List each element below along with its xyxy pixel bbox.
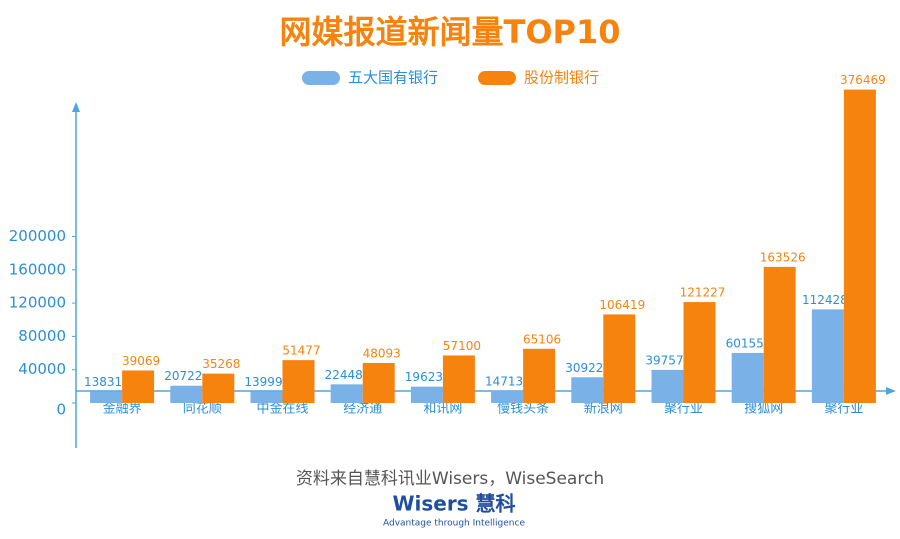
bar <box>763 266 796 403</box>
x-tick-label: 经济通 <box>343 402 382 417</box>
value-label: 57100 <box>443 339 481 353</box>
bar <box>603 314 636 403</box>
value-label: 65106 <box>523 332 561 346</box>
y-tick-label: 120000 <box>9 294 66 312</box>
value-label: 39757 <box>645 353 683 367</box>
value-label: 60155 <box>726 336 764 350</box>
bar <box>410 386 443 403</box>
bar <box>571 377 604 403</box>
bar <box>811 309 844 403</box>
bar <box>362 362 395 403</box>
chart-title: 网媒报道新闻量TOP10 <box>279 13 620 51</box>
y-tick-label: 160000 <box>9 260 66 278</box>
bar <box>442 355 475 403</box>
bar <box>90 391 123 403</box>
bar <box>250 391 283 403</box>
legend-swatch <box>302 71 340 85</box>
y-tick-label: 80000 <box>18 327 66 345</box>
value-label: 20722 <box>164 369 202 383</box>
bar <box>491 390 524 403</box>
bar <box>122 370 155 403</box>
bar <box>843 89 876 404</box>
x-tick-label: 慢钱头条 <box>497 401 549 417</box>
y-tick-label: 0 <box>56 401 66 419</box>
value-label: 51477 <box>282 344 320 358</box>
bar <box>523 348 556 403</box>
slogan: Advantage through Intelligence <box>383 519 525 529</box>
x-tick-label: 搜狐网 <box>744 402 783 417</box>
y-axis-arrow <box>72 102 80 112</box>
bar <box>651 369 684 403</box>
value-label: 30922 <box>565 361 603 375</box>
value-label: 35268 <box>202 357 240 371</box>
bar <box>282 360 315 403</box>
value-label: 48093 <box>363 346 401 360</box>
legend-label: 股份制银行 <box>524 69 599 87</box>
bar <box>170 385 203 403</box>
value-label: 13831 <box>84 375 122 389</box>
logo: Wisers 慧科 <box>392 492 515 516</box>
value-label: 19623 <box>405 370 443 384</box>
x-tick-label: 中金在线 <box>256 401 308 417</box>
y-tick-label: 200000 <box>9 227 66 245</box>
x-tick-label: 金融界 <box>103 401 142 417</box>
x-tick-label: 新浪网 <box>584 401 623 417</box>
legend-swatch <box>478 71 516 85</box>
value-label: 106419 <box>599 298 645 312</box>
value-label: 13999 <box>244 375 282 389</box>
bar <box>731 352 764 403</box>
value-label: 376469 <box>840 73 886 87</box>
value-label: 112428 <box>802 293 848 307</box>
value-label: 22448 <box>325 368 363 382</box>
value-label: 163526 <box>760 250 806 264</box>
x-tick-label: 聚行业 <box>824 402 863 417</box>
x-tick-label: 同花顺 <box>183 401 222 417</box>
value-label: 121227 <box>680 286 726 300</box>
x-tick-label: 和讯网 <box>423 402 462 417</box>
x-tick-label: 聚行业 <box>664 402 703 417</box>
source: 资料来自慧科讯业Wisers，WiseSearch <box>296 469 604 489</box>
bar <box>683 302 716 403</box>
x-axis-arrow <box>886 387 896 395</box>
y-tick-label: 40000 <box>18 360 66 378</box>
value-label: 14713 <box>485 374 523 388</box>
bar <box>202 373 235 403</box>
value-label: 39069 <box>122 354 160 368</box>
bar <box>330 384 363 403</box>
legend-label: 五大国有银行 <box>348 69 438 87</box>
